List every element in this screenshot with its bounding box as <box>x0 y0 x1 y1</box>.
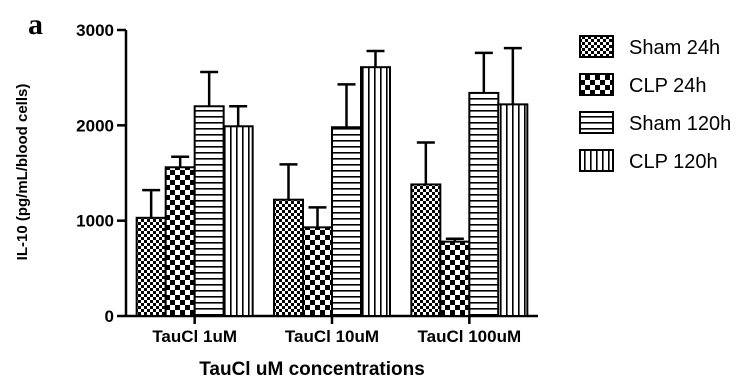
legend-swatch-1 <box>579 73 614 96</box>
bar-2-1 <box>439 240 471 317</box>
legend-label-1: CLP 24h <box>629 75 706 97</box>
bars-group <box>135 46 529 318</box>
panel-label: a <box>28 8 43 41</box>
bar-0-1 <box>164 166 196 317</box>
x-tick-label-1: TauCl 10uM <box>285 327 379 346</box>
legend: Sham 24h CLP 24h Sham 120h CLP 120h <box>579 35 731 173</box>
legend-swatch-3 <box>579 149 614 172</box>
y-axis-title: IL-10 (pg/mL/blood cells) <box>14 84 31 261</box>
bar-0-3 <box>222 125 254 317</box>
bar-1-3 <box>360 66 391 318</box>
axes: 0 1000 2000 3000 TauCl 1uM TauCl 10uM TauCl 10… <box>76 21 538 346</box>
bar-1-0 <box>273 198 304 317</box>
y-tick-label-1: 1000 <box>76 212 114 231</box>
bar-1-2 <box>331 126 362 317</box>
legend-label-3: CLP 120h <box>629 151 718 173</box>
y-tick-label-0: 0 <box>105 307 114 326</box>
y-tick-label-3: 3000 <box>76 21 114 40</box>
bar-2-3 <box>497 103 529 317</box>
legend-swatch-2 <box>579 111 614 134</box>
y-tick-label-2: 2000 <box>76 116 114 135</box>
x-axis-title: TauCl uM concentrations <box>199 359 425 380</box>
bar-1-1 <box>302 226 333 317</box>
x-tick-label-2: TauCl 100uM <box>418 327 522 346</box>
bar-2-2 <box>468 91 500 317</box>
bar-0-0 <box>135 216 167 318</box>
legend-swatch-0 <box>579 35 614 58</box>
bar-2-0 <box>410 183 442 317</box>
legend-label-2: Sham 120h <box>629 113 731 135</box>
legend-label-0: Sham 24h <box>629 37 720 59</box>
x-tick-label-0: TauCl 1uM <box>152 327 237 346</box>
bar-0-2 <box>193 105 225 318</box>
